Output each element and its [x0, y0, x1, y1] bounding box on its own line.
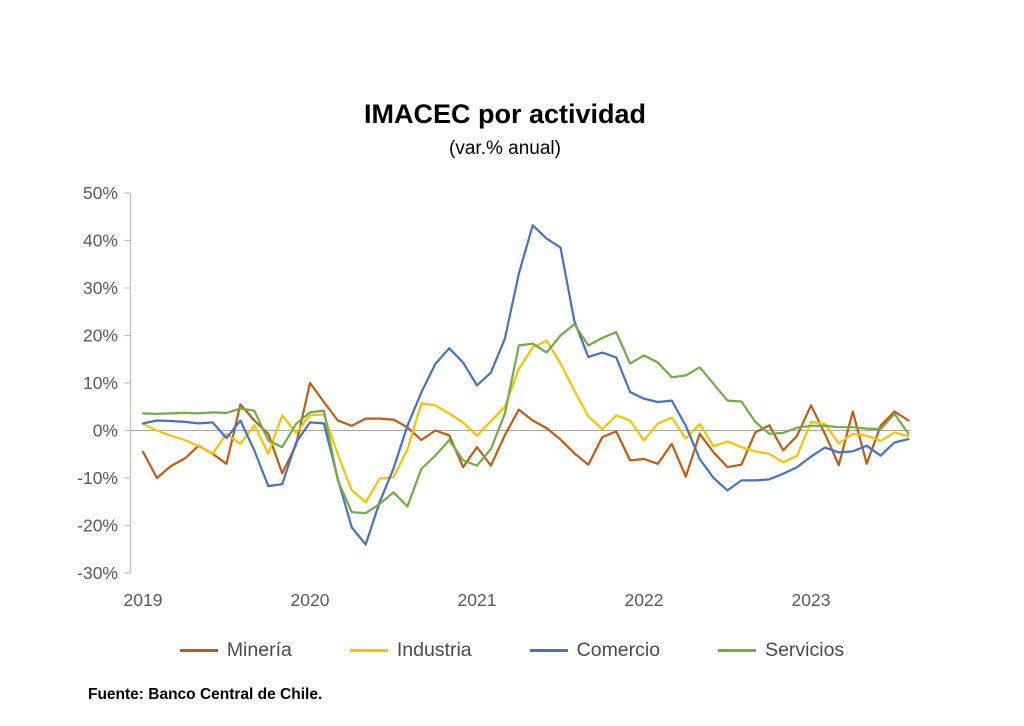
- x-axis-label: 2023: [792, 590, 831, 610]
- y-axis-label: 50%: [83, 183, 118, 203]
- source-note: Fuente: Banco Central de Chile.: [88, 686, 323, 703]
- legend-label-mineria: Minería: [226, 639, 292, 661]
- y-axis-label: 40%: [83, 231, 118, 251]
- industria-legend-line-icon: [349, 649, 388, 652]
- x-axis-label: 2021: [458, 590, 497, 610]
- legend-item-comercio: Comercio: [529, 639, 661, 662]
- chart-title: IMACEC por actividad: [363, 99, 647, 129]
- comercio-line: [141, 224, 910, 546]
- x-axis-label: 2020: [291, 590, 330, 610]
- y-axis-label: 0%: [93, 421, 118, 441]
- comercio-legend-line-icon: [529, 649, 568, 652]
- industria-line: [141, 339, 910, 504]
- x-axis-label: 2019: [124, 590, 163, 610]
- legend-item-industria: Industria: [349, 639, 472, 662]
- y-axis-label: -30%: [77, 563, 118, 583]
- y-axis-label: 10%: [83, 373, 118, 393]
- y-axis-label: -20%: [77, 516, 118, 536]
- servicios-line: [141, 323, 910, 515]
- servicios-legend-line-icon: [718, 649, 757, 652]
- chart-subtitle: (var.% anual): [449, 138, 561, 159]
- legend-label-industria: Industria: [396, 639, 472, 661]
- mineria-legend-line-icon: [179, 649, 218, 652]
- y-axis-label: -10%: [77, 468, 118, 488]
- legend-label-servicios: Servicios: [765, 639, 845, 661]
- y-axis-label: 20%: [83, 326, 118, 346]
- x-axis-label: 2022: [625, 590, 664, 610]
- legend-item-servicios: Servicios: [718, 639, 844, 662]
- legend-item-mineria: Minería: [179, 639, 292, 662]
- chart-legend: Minería Industria Comercio Servicios: [0, 639, 1024, 662]
- legend-label-comercio: Comercio: [576, 639, 661, 661]
- y-axis-label: 30%: [83, 278, 118, 298]
